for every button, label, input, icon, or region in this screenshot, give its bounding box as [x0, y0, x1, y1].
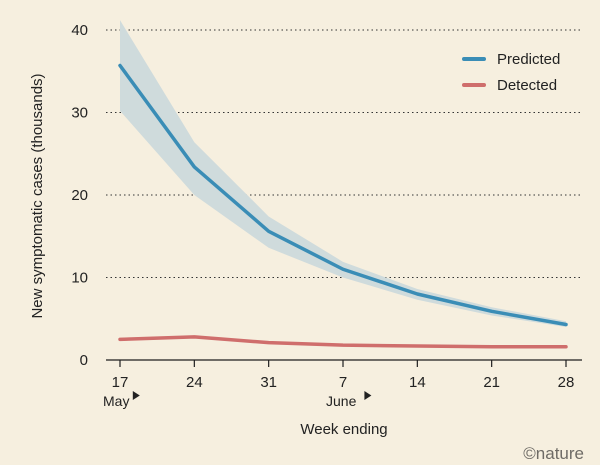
series-lines: [118, 63, 568, 349]
x-tick-label-6: 28: [558, 374, 575, 391]
y-axis-title: New symptomatic cases (thousands): [29, 73, 46, 318]
y-tick-label-40: 40: [71, 22, 88, 39]
detected-line: [118, 335, 568, 349]
x-tick-label-0: 17: [112, 374, 129, 391]
x-tick-label-3: 7: [339, 374, 347, 391]
legend-label-detected: Detected: [497, 77, 557, 94]
y-tick-label-10: 10: [71, 270, 88, 287]
gridlines: [106, 29, 582, 361]
x-tick-label-1: 24: [186, 374, 203, 391]
y-tick-label-0: 0: [80, 352, 88, 369]
y-tick-label-30: 30: [71, 105, 88, 122]
x-tick-label-2: 31: [260, 374, 277, 391]
nature-credit: ©nature: [523, 444, 584, 463]
month-label-june: June: [326, 393, 357, 409]
predicted-band: [120, 20, 566, 327]
y-tick-label-20: 20: [71, 187, 88, 204]
legend: Predicted Detected: [462, 51, 560, 94]
x-tick-label-4: 14: [409, 374, 426, 391]
y-axis: 0 10 20 30 40: [71, 22, 88, 369]
legend-label-predicted: Predicted: [497, 51, 560, 68]
x-axis: 17 24 31 7 14 21 28 May June: [103, 360, 574, 409]
x-axis-title: Week ending: [300, 421, 387, 438]
confidence-band: [120, 20, 566, 327]
month-label-may: May: [103, 393, 129, 409]
predicted-line: [118, 63, 568, 327]
month-arrow-may: [132, 391, 140, 400]
month-arrow-june: [364, 391, 372, 400]
x-tick-label-5: 21: [483, 374, 500, 391]
